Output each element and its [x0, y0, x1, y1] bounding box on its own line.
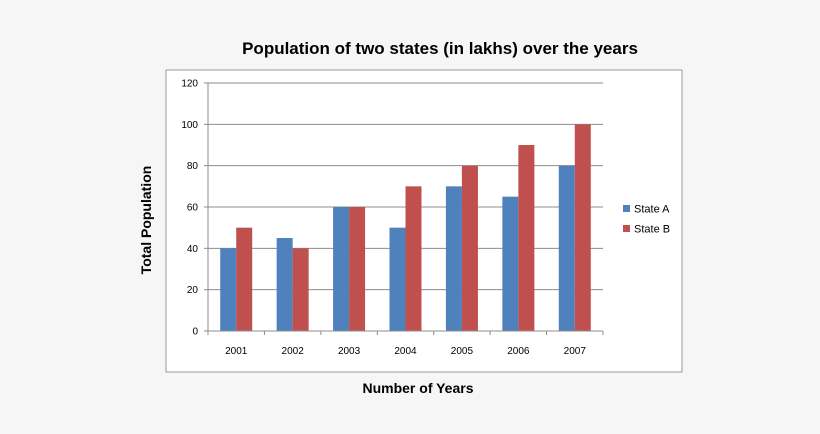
bar-state-a-2004: [389, 227, 406, 331]
gridlines: [208, 82, 603, 291]
bar-state-a-2007: [558, 165, 575, 331]
legend-label: State A: [634, 204, 670, 216]
x-tick-label: 2001: [225, 346, 248, 357]
x-axis-title: Number of Years: [362, 380, 473, 396]
bar-state-a-2006: [502, 196, 519, 331]
y-axis-title: Total Population: [138, 166, 154, 275]
bar-state-b-2002: [292, 248, 309, 331]
legend: State A State B: [623, 204, 670, 236]
bar-state-b-2005: [461, 165, 478, 331]
legend-swatch-state-b: [623, 225, 630, 232]
bar-state-a-2001: [220, 248, 237, 331]
x-tick-label: 2007: [564, 346, 587, 357]
bar-state-b-2006: [518, 145, 535, 331]
x-tick-label: 2002: [282, 346, 305, 357]
y-tick-label: 100: [181, 120, 198, 131]
chart-title: Population of two states (in lakhs) over…: [242, 39, 638, 58]
bar-state-a-2002: [276, 238, 293, 331]
bar-state-b-2003: [349, 207, 366, 331]
bar-state-a-2003: [333, 207, 350, 331]
y-tick-label: 60: [187, 203, 199, 214]
bar-state-b-2007: [574, 124, 591, 331]
y-tick-label: 80: [187, 161, 199, 172]
y-tick-label: 120: [181, 79, 198, 90]
x-tick-label: 2005: [451, 346, 474, 357]
y-tick-label: 40: [187, 244, 199, 255]
x-tick-label: 2004: [394, 346, 417, 357]
y-tick-label: 0: [192, 327, 198, 338]
bar-state-b-2001: [236, 227, 253, 331]
bar-state-a-2005: [445, 186, 462, 331]
x-tick-label: 2006: [507, 346, 530, 357]
legend-label: State B: [634, 224, 670, 236]
y-tick-label: 20: [187, 285, 199, 296]
x-tick-label: 2003: [338, 346, 361, 357]
bar-state-b-2004: [405, 186, 422, 331]
bars: [220, 124, 591, 331]
legend-swatch-state-a: [623, 205, 630, 212]
axes: 0 20 40 60 80 100 120 2001 2002 2003 2004 2005 2006 2…: [181, 79, 604, 357]
